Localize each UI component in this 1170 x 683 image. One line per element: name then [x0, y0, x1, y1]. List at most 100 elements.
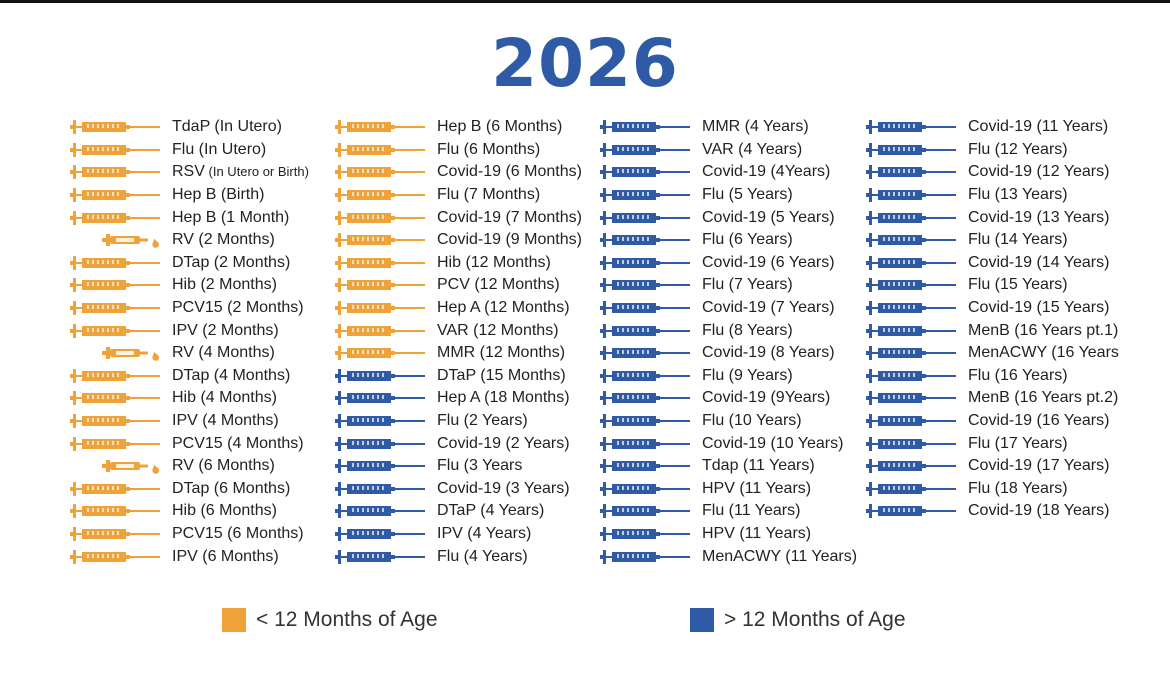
vaccine-item: IPV (6 Months) [70, 545, 340, 568]
vaccine-item: PCV15 (2 Months) [70, 297, 340, 320]
vaccine-label-text: RSV [172, 163, 205, 181]
vaccine-item: Covid-19 (11 Years) [866, 116, 1136, 139]
vaccine-item: VAR (12 Months) [335, 319, 605, 342]
vaccine-label-text: RV (6 Months) [172, 457, 275, 475]
vaccine-label: Flu (2 Years) [437, 411, 528, 431]
syringe-icon [70, 411, 164, 431]
syringe-icon [335, 479, 429, 499]
vaccine-label: Flu (In Utero) [172, 140, 266, 160]
vaccine-item: Flu (3 Years [335, 455, 605, 478]
vaccine-label: MenB (16 Years pt.1) [968, 321, 1118, 341]
vaccine-item: Covid-19 (10 Years) [600, 432, 870, 455]
vaccine-label: Flu (9 Years) [702, 366, 793, 386]
vaccine-item: MenACWY (16 Years [866, 342, 1136, 365]
vaccine-label: Covid-19 (6 Months) [437, 162, 582, 182]
vaccine-label: Covid-19 (9Years) [702, 388, 830, 408]
vaccine-label: Covid-19 (18 Years) [968, 501, 1109, 521]
syringe-icon [70, 547, 164, 567]
vaccine-label-text: MMR (4 Years) [702, 118, 809, 136]
syringe-icon [335, 185, 429, 205]
vaccine-item: Covid-19 (18 Years) [866, 500, 1136, 523]
syringe-icon [866, 208, 960, 228]
syringe-icon [70, 501, 164, 521]
vaccine-label: Covid-19 (5 Years) [702, 208, 835, 228]
vaccine-label-text: Covid-19 (5 Years) [702, 208, 835, 226]
vaccine-item: Flu (8 Years) [600, 319, 870, 342]
vaccine-item: Covid-19 (12 Years) [866, 161, 1136, 184]
syringe-icon [335, 140, 429, 160]
syringe-icon [335, 275, 429, 295]
vaccine-label-text: Flu (6 Months) [437, 140, 541, 158]
vaccine-label: Covid-19 (7 Months) [437, 208, 582, 228]
vaccine-label-text: Flu (5 Years) [702, 186, 793, 204]
vaccine-item: Flu (7 Months) [335, 184, 605, 207]
vaccine-label-text: Flu (4 Years) [437, 547, 528, 565]
vaccine-item: MenB (16 Years pt.2) [866, 387, 1136, 410]
vaccine-label-text: Covid-19 (12 Years) [968, 163, 1110, 181]
syringe-icon [335, 388, 429, 408]
syringe-icon [335, 343, 429, 363]
vaccine-label-text: MenACWY (11 Years) [702, 547, 858, 565]
legend-swatch-under-12 [222, 608, 246, 632]
vaccine-item: RSV (In Utero or Birth) [70, 161, 340, 184]
vaccine-label: Flu (7 Months) [437, 185, 540, 205]
vaccine-label: Covid-19 (14 Years) [968, 253, 1109, 273]
schedule-column-2: Hep B (6 Months) Flu (6 Months) Covid-19 (… [335, 116, 605, 568]
vaccine-item: Hep B (Birth) [70, 184, 340, 207]
vaccine-item: Flu (15 Years) [866, 274, 1136, 297]
syringe-icon [600, 524, 694, 544]
vaccine-label: Hep A (12 Months) [437, 298, 570, 318]
vaccine-item: DTap (2 Months) [70, 252, 340, 275]
vaccine-item: Covid-19 (9 Months) [335, 229, 605, 252]
vaccine-label: Flu (18 Years) [968, 479, 1068, 499]
syringe-icon [866, 140, 960, 160]
vaccine-label-text: Flu (3 Years [437, 457, 523, 475]
vaccine-label: PCV15 (2 Months) [172, 298, 304, 318]
vaccine-label-text: Covid-19 (3 Years) [437, 479, 570, 497]
syringe-icon [70, 140, 164, 160]
syringe-icon [866, 411, 960, 431]
vaccine-label-text: RV (2 Months) [172, 231, 275, 249]
syringe-icon [600, 479, 694, 499]
vaccine-item: Covid-19 (9Years) [600, 387, 870, 410]
vaccine-label-text: DTap (2 Months) [172, 253, 291, 271]
vaccine-label-text: Flu (2 Years) [437, 412, 528, 430]
vaccine-item: Flu (4 Years) [335, 545, 605, 568]
vaccine-label: DTap (2 Months) [172, 253, 290, 273]
vaccine-item: Flu (7 Years) [600, 274, 870, 297]
vaccine-item: Flu (9 Years) [600, 365, 870, 388]
vaccine-label: PCV15 (6 Months) [172, 524, 304, 544]
syringe-icon [866, 434, 960, 454]
vaccine-label-text: Covid-19 (6 Months) [437, 163, 582, 181]
vaccine-item: Flu (12 Years) [866, 139, 1136, 162]
vaccine-label: Flu (16 Years) [968, 366, 1068, 386]
vaccine-label-text: Flu (17 Years) [968, 434, 1068, 452]
vaccine-item: PCV (12 Months) [335, 274, 605, 297]
vaccine-item: Covid-19 (5 Years) [600, 206, 870, 229]
syringe-icon [335, 253, 429, 273]
syringe-icon [335, 321, 429, 341]
syringe-icon [335, 524, 429, 544]
vaccine-label-text: Flu (16 Years) [968, 366, 1068, 384]
vaccine-label: PCV (12 Months) [437, 275, 560, 295]
vaccine-item: VAR (4 Years) [600, 139, 870, 162]
vaccine-item: Hib (2 Months) [70, 274, 340, 297]
vaccine-item: Flu (6 Years) [600, 229, 870, 252]
vaccine-label: VAR (12 Months) [437, 321, 559, 341]
vaccine-label-text: Covid-19 (6 Years) [702, 253, 835, 271]
vaccine-label-text: Hep B (1 Month) [172, 208, 290, 226]
vaccine-item: PCV15 (6 Months) [70, 523, 340, 546]
vaccine-label-text: Covid-19 (10 Years) [702, 434, 844, 452]
syringe-icon [70, 479, 164, 499]
page-title: 2026 [491, 25, 679, 102]
vaccine-label: Hib (2 Months) [172, 275, 277, 295]
syringe-icon [600, 434, 694, 454]
schedule-column-1: TdaP (In Utero) Flu (In Utero) RSV (In Ute… [70, 116, 340, 568]
vaccine-item: Flu (10 Years) [600, 410, 870, 433]
vaccine-label: DTaP (15 Months) [437, 366, 566, 386]
vaccine-label: IPV (4 Months) [172, 411, 279, 431]
vaccine-label: IPV (2 Months) [172, 321, 279, 341]
vaccine-label-text: HPV (11 Years) [702, 479, 812, 497]
vaccine-item: MenB (16 Years pt.1) [866, 319, 1136, 342]
vaccine-item: Covid-19 (16 Years) [866, 410, 1136, 433]
